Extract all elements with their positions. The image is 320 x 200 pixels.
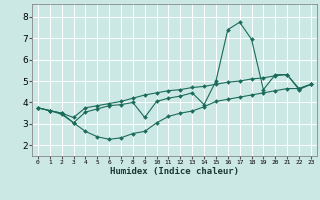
X-axis label: Humidex (Indice chaleur): Humidex (Indice chaleur) (110, 167, 239, 176)
